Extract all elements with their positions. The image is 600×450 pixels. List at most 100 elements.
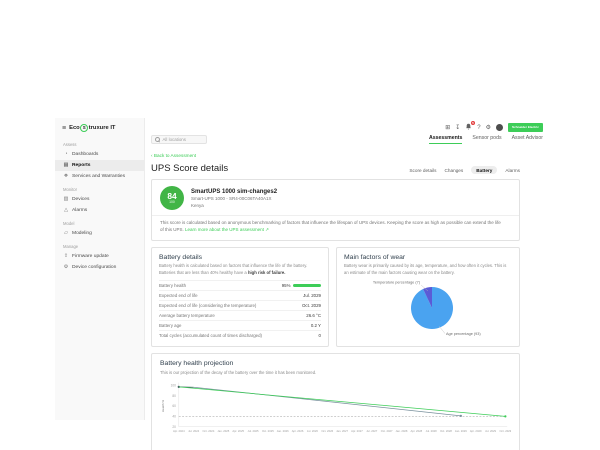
detail-subtabs: Score details Changes Battery Alarms <box>409 166 520 174</box>
detail-value: 0.2 Y <box>310 323 321 329</box>
svg-text:80: 80 <box>172 394 176 398</box>
svg-text:40: 40 <box>172 414 176 418</box>
sidebar-item-label: Services and Warranties <box>72 174 126 179</box>
svg-text:Apr. 2026: Apr. 2026 <box>292 429 304 433</box>
subtab-alarms[interactable]: Alarms <box>505 167 520 173</box>
sidebar-section-header: Monitor <box>63 187 77 192</box>
detail-label: Battery health <box>159 283 187 289</box>
svg-text:Jan. 2026: Jan. 2026 <box>277 429 289 433</box>
notifications-icon[interactable]: 5 <box>465 120 476 132</box>
search-tabs-row: All locations Assessments Sensor pods Asse… <box>151 135 543 144</box>
sidebar-item-label: Dashboards <box>72 152 99 157</box>
wear-pie-chart-container: Temperature percentage (7) Age percentage… <box>344 277 512 337</box>
back-to-assessment-link[interactable]: ‹ Back to Assessment <box>151 153 197 158</box>
svg-text:Oct. 2025: Oct. 2025 <box>262 429 274 433</box>
svg-text:Apr. 2028: Apr. 2028 <box>410 429 422 433</box>
svg-text:Temperature percentage (7): Temperature percentage (7) <box>373 281 421 285</box>
sidebar-item-device-configuration[interactable]: ⚙ Device configuration <box>55 262 144 273</box>
pie-slice-temperature-percentage-7- <box>423 287 432 309</box>
sidebar-section-header: Model <box>63 221 75 226</box>
sidebar-item-label: Firmware update <box>72 254 109 259</box>
svg-text:Jul. 2024: Jul. 2024 <box>188 429 200 433</box>
avatar[interactable] <box>496 124 503 131</box>
svg-text:Jul. 2027: Jul. 2027 <box>366 429 378 433</box>
battery-detail-rows: Battery health 95% Expected end of life Jul… <box>159 280 321 340</box>
detail-cards-row: Battery details Battery health is calcul… <box>151 246 520 348</box>
device-location: Kenya <box>191 202 204 208</box>
projection-subtitle: This is our projection of the decay of t… <box>160 369 317 375</box>
svg-text:20: 20 <box>172 425 176 429</box>
dashboards-icon: ◔ <box>64 151 68 157</box>
chevron-left-icon: ‹ <box>151 153 154 158</box>
svg-text:Jan. 2027: Jan. 2027 <box>336 429 348 433</box>
divider <box>152 215 519 216</box>
score-value: 84 <box>167 190 177 201</box>
sidebar-item-label: Modeling <box>72 231 92 236</box>
score-header: 84 100 SmartUPS 1000 sim-changes2 Smart-… <box>160 186 511 210</box>
svg-text:Oct. 2029: Oct. 2029 <box>499 429 511 433</box>
wear-pie-chart: Temperature percentage (7) Age percentage… <box>373 281 481 337</box>
subtab-battery[interactable]: Battery <box>471 166 498 174</box>
location-search-input[interactable]: All locations <box>151 135 207 144</box>
svg-text:Jul. 2029: Jul. 2029 <box>485 429 497 433</box>
detail-label: Expected end of life (considering the te… <box>159 303 257 309</box>
main-content: ⊞ ↧ 5 ? ⚙ Schneider Electric All locatio… <box>145 118 545 450</box>
detail-label: Average battery temperature <box>159 313 215 319</box>
sidebar-item-label: Reports <box>72 163 91 168</box>
apps-icon[interactable]: ⊞ <box>445 124 451 131</box>
bell-icon <box>466 123 472 130</box>
device-name: SmartUPS 1000 sim-changes2 <box>191 188 278 195</box>
sidebar-item-services-and-warranties[interactable]: ❖ Services and Warranties <box>55 171 144 182</box>
detail-label: Total cycles (accumulated count of times… <box>159 333 262 339</box>
tab-sensor-pods[interactable]: Sensor pods <box>472 135 502 141</box>
subtab-score-details[interactable]: Score details <box>409 167 437 173</box>
sidebar-item-modeling[interactable]: ▱ Modeling <box>55 228 144 239</box>
sidebar-item-firmware-update[interactable]: ⇪ Firmware update <box>55 251 144 262</box>
alarms-icon: △ <box>64 207 68 213</box>
svg-text:Apr. 2029: Apr. 2029 <box>470 429 482 433</box>
score-total: 100 <box>169 200 175 204</box>
sidebar-item-reports[interactable]: ▤ Reports <box>55 160 144 171</box>
tab-assessments[interactable]: Assessments <box>428 135 463 144</box>
wear-factors-title: Main factors of wear <box>344 253 406 261</box>
svg-text:Apr. 2024: Apr. 2024 <box>173 429 185 433</box>
detail-label: Battery age <box>159 323 182 329</box>
battery-detail-row: Battery health 95% <box>159 280 321 290</box>
svg-text:Apr. 2027: Apr. 2027 <box>351 429 363 433</box>
svg-text:Jan. 2025: Jan. 2025 <box>217 429 229 433</box>
download-icon[interactable]: ↧ <box>455 124 461 131</box>
subtab-changes[interactable]: Changes <box>444 167 464 173</box>
score-description: This score is calculated based on anonym… <box>160 220 501 232</box>
learn-more-link[interactable]: Learn more about the UPS assessment ↗ <box>185 226 269 232</box>
firmware-icon: ⇪ <box>63 253 69 259</box>
search-icon <box>155 137 160 142</box>
schneider-electric-logo[interactable]: Schneider Electric <box>508 123 543 132</box>
svg-text:100: 100 <box>171 383 177 387</box>
detail-value: 0 <box>318 333 321 339</box>
modeling-icon: ▱ <box>64 230 68 236</box>
settings-icon[interactable]: ⚙ <box>485 124 491 131</box>
sidebar-item-dashboards[interactable]: ◔ Dashboards <box>55 149 144 160</box>
device-info: SmartUPS 1000 sim-changes2 Smart-UPS 100… <box>191 189 277 208</box>
tab-asset-advisor[interactable]: Asset Advisor <box>511 135 543 141</box>
help-icon[interactable]: ? <box>477 124 481 131</box>
page-title: UPS Score details <box>151 163 229 174</box>
sidebar-item-label: Alarms <box>72 208 88 213</box>
battery-health-bar <box>292 284 321 287</box>
svg-text:Jul. 2026: Jul. 2026 <box>307 429 319 433</box>
sidebar-item-devices[interactable]: ▥ Devices <box>55 194 144 205</box>
battery-detail-row: Battery age 0.2 Y <box>159 320 321 330</box>
battery-details-title: Battery details <box>159 253 203 261</box>
battery-details-card: Battery details Battery health is calcul… <box>151 246 329 348</box>
sidebar-item-alarms[interactable]: △ Alarms <box>55 205 144 216</box>
warranties-icon: ❖ <box>63 173 69 179</box>
title-row: UPS Score details Score details Changes Ba… <box>151 163 520 174</box>
menu-icon[interactable]: ≡ <box>62 124 67 132</box>
battery-detail-row: Total cycles (accumulated count of times… <box>159 330 321 340</box>
sidebar-item-label: Device configuration <box>72 265 117 270</box>
sidebar-section-header: Manage <box>63 244 79 249</box>
